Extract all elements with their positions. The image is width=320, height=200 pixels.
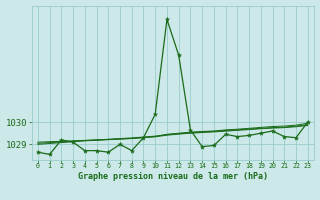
X-axis label: Graphe pression niveau de la mer (hPa): Graphe pression niveau de la mer (hPa) [78, 172, 268, 181]
